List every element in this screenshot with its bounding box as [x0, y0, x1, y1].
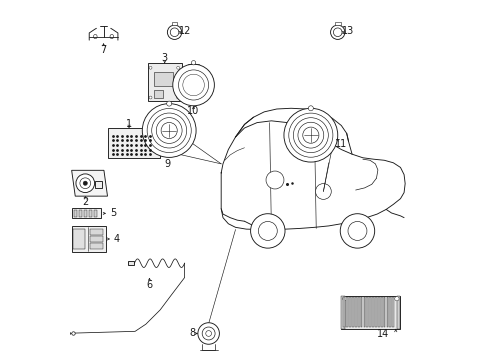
- Circle shape: [176, 96, 179, 99]
- Circle shape: [297, 122, 323, 148]
- Circle shape: [76, 174, 94, 193]
- Text: 2: 2: [82, 197, 88, 207]
- Bar: [74, 210, 77, 217]
- Bar: [346, 297, 347, 327]
- Bar: [386, 297, 387, 327]
- Circle shape: [191, 60, 195, 65]
- Circle shape: [347, 221, 366, 240]
- Circle shape: [330, 25, 344, 40]
- Circle shape: [198, 323, 219, 344]
- Bar: [90, 236, 102, 242]
- Bar: [380, 297, 382, 327]
- Circle shape: [333, 28, 341, 37]
- Circle shape: [315, 184, 330, 199]
- Bar: [334, 22, 340, 25]
- Circle shape: [340, 214, 374, 248]
- Bar: [391, 297, 393, 327]
- Bar: [348, 297, 350, 327]
- Circle shape: [176, 66, 179, 69]
- Circle shape: [308, 106, 313, 111]
- Circle shape: [258, 221, 277, 240]
- Circle shape: [342, 297, 346, 301]
- Bar: [351, 297, 353, 327]
- Bar: [90, 243, 102, 249]
- Bar: [95, 181, 102, 188]
- Text: 13: 13: [342, 26, 354, 36]
- Text: 9: 9: [164, 159, 170, 169]
- Polygon shape: [72, 170, 107, 196]
- Bar: [354, 297, 356, 327]
- Bar: [171, 22, 177, 25]
- Circle shape: [161, 122, 177, 139]
- Bar: [147, 63, 182, 101]
- Bar: [72, 208, 101, 219]
- Circle shape: [183, 74, 204, 96]
- Bar: [341, 296, 400, 329]
- Bar: [128, 261, 134, 265]
- Circle shape: [205, 330, 211, 336]
- Ellipse shape: [110, 35, 113, 39]
- Circle shape: [172, 64, 214, 106]
- Bar: [396, 296, 400, 329]
- Bar: [154, 72, 172, 86]
- Text: 12: 12: [179, 26, 191, 36]
- Circle shape: [147, 108, 191, 153]
- Bar: [90, 229, 102, 234]
- Circle shape: [83, 181, 87, 185]
- Bar: [366, 297, 367, 327]
- Bar: [363, 297, 365, 327]
- Text: 10: 10: [187, 106, 199, 116]
- Bar: [79, 210, 82, 217]
- Bar: [154, 90, 163, 98]
- Circle shape: [202, 327, 215, 340]
- Bar: [343, 297, 345, 327]
- Bar: [383, 297, 385, 327]
- Bar: [94, 210, 97, 217]
- Text: 1: 1: [126, 119, 132, 129]
- Circle shape: [170, 28, 179, 37]
- Text: 11: 11: [334, 139, 347, 149]
- Bar: [160, 146, 164, 151]
- Text: 6: 6: [146, 280, 152, 290]
- Bar: [360, 297, 362, 327]
- Bar: [160, 132, 164, 155]
- Bar: [83, 210, 87, 217]
- Circle shape: [302, 127, 318, 143]
- Circle shape: [80, 178, 90, 189]
- Bar: [357, 297, 359, 327]
- Circle shape: [288, 113, 332, 157]
- Circle shape: [142, 104, 196, 157]
- Text: 8: 8: [188, 328, 195, 338]
- Bar: [89, 210, 92, 217]
- Text: 3: 3: [162, 53, 167, 63]
- Circle shape: [151, 113, 186, 148]
- Bar: [73, 229, 85, 249]
- Ellipse shape: [93, 35, 97, 39]
- Circle shape: [166, 101, 171, 106]
- Circle shape: [149, 66, 152, 69]
- Bar: [371, 297, 373, 327]
- Circle shape: [284, 108, 337, 162]
- Text: 5: 5: [110, 208, 116, 219]
- Circle shape: [178, 70, 208, 100]
- Circle shape: [394, 297, 398, 301]
- Circle shape: [293, 118, 327, 153]
- Bar: [368, 297, 370, 327]
- Bar: [377, 297, 379, 327]
- Circle shape: [265, 171, 284, 189]
- Text: 4: 4: [113, 234, 120, 244]
- Bar: [72, 226, 105, 252]
- Bar: [160, 137, 164, 142]
- Text: 14: 14: [376, 329, 388, 339]
- Bar: [341, 296, 344, 329]
- Bar: [108, 128, 160, 158]
- Bar: [374, 297, 376, 327]
- Circle shape: [250, 214, 285, 248]
- Bar: [388, 297, 390, 327]
- Circle shape: [149, 96, 152, 99]
- Circle shape: [167, 25, 182, 40]
- Text: 7: 7: [100, 45, 106, 55]
- Circle shape: [156, 118, 182, 143]
